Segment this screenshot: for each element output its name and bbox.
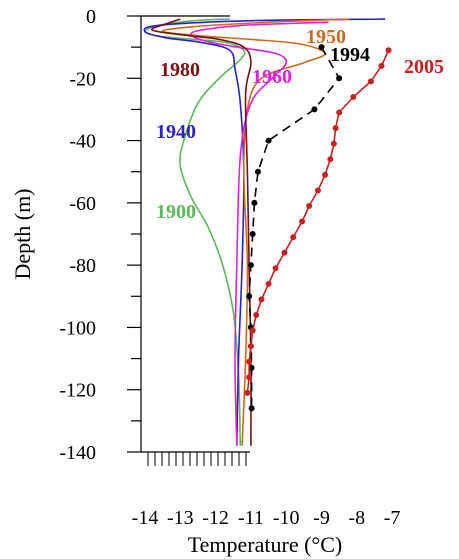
y-tick-label: -140 — [59, 442, 96, 464]
data-point-1994 — [246, 293, 253, 300]
data-point-1994 — [249, 231, 256, 237]
data-point-2005 — [246, 358, 253, 365]
y-tick-label: -60 — [69, 193, 96, 215]
y-tick-label: 0 — [86, 6, 96, 28]
data-point-2005 — [306, 202, 313, 209]
y-tick-label: -100 — [59, 317, 96, 339]
data-point-2005 — [350, 93, 357, 100]
series-line-1900 — [144, 18, 246, 446]
series-label-1980: 1980 — [160, 59, 200, 81]
series-label-1994: 1994 — [330, 44, 370, 66]
data-point-1994 — [265, 137, 272, 144]
data-point-2005 — [330, 140, 337, 147]
data-point-2005 — [258, 296, 265, 303]
x-tick-label: -11 — [238, 507, 264, 529]
y-tick-label: -120 — [59, 380, 96, 402]
data-point-2005 — [281, 249, 288, 256]
series-1940 — [143, 18, 386, 446]
data-point-2005 — [378, 62, 385, 69]
data-point-2005 — [299, 218, 306, 225]
y-axis-title: Depth (m) — [10, 188, 35, 279]
series-label-2005: 2005 — [404, 56, 444, 78]
data-point-2005 — [332, 125, 339, 132]
x-tick-label: -10 — [273, 507, 300, 529]
y-tick-label: -80 — [69, 255, 96, 277]
series-layer — [143, 18, 392, 446]
data-point-1994 — [318, 44, 325, 51]
series-1960 — [190, 21, 329, 446]
series-label-1900: 1900 — [156, 201, 196, 223]
y-axis-ticks: 0 -20 -40 -60 -80 -100 -120 -140 — [59, 6, 141, 464]
data-point-2005 — [244, 389, 251, 396]
data-point-1994 — [311, 106, 318, 113]
data-point-2005 — [336, 109, 343, 116]
x-tick-label: -7 — [384, 507, 401, 529]
y-tick-label: -40 — [69, 131, 96, 153]
data-point-1994 — [254, 168, 261, 175]
data-point-2005 — [249, 327, 256, 334]
x-axis-ticks: -14 -13 -12 -11 -10 -9 -8 -7 — [132, 452, 401, 529]
data-point-1994 — [248, 364, 255, 371]
data-point-2005 — [272, 265, 279, 272]
x-tick-label: -14 — [132, 507, 159, 529]
series-2005 — [244, 47, 392, 396]
series-line-1960 — [190, 21, 329, 446]
x-tick-label: -13 — [167, 507, 194, 529]
data-point-2005 — [327, 156, 334, 163]
data-point-2005 — [322, 171, 329, 178]
series-1980 — [151, 18, 252, 446]
series-line-1994 — [248, 46, 340, 409]
series-label-1950: 1950 — [306, 26, 346, 48]
data-point-2005 — [246, 374, 253, 381]
data-point-1994 — [247, 262, 254, 269]
data-point-2005 — [385, 47, 392, 54]
series-label-1940: 1940 — [156, 121, 196, 143]
data-point-1994 — [248, 405, 255, 412]
data-point-1994 — [251, 199, 258, 206]
x-axis-title: Temperature (°C) — [188, 532, 342, 557]
data-point-2005 — [253, 311, 260, 318]
series-line-1940 — [143, 18, 386, 446]
x-tick-label: -12 — [202, 507, 229, 529]
data-point-2005 — [247, 343, 254, 350]
series-label-1960: 1960 — [252, 66, 292, 88]
x-tick-label: -9 — [313, 507, 330, 529]
series-1900 — [144, 18, 246, 446]
series-1994 — [246, 44, 343, 412]
data-point-2005 — [265, 280, 272, 287]
series-line-2005 — [246, 49, 390, 393]
data-point-2005 — [367, 78, 374, 85]
data-point-2005 — [290, 234, 297, 241]
x-tick-label: -8 — [348, 507, 365, 529]
series-labels: 1900 1940 1950 1960 1980 1994 2005 — [156, 26, 444, 223]
data-point-1994 — [336, 75, 343, 82]
data-point-2005 — [314, 187, 321, 194]
y-tick-label: -20 — [69, 68, 96, 90]
series-line-1980 — [151, 18, 252, 446]
